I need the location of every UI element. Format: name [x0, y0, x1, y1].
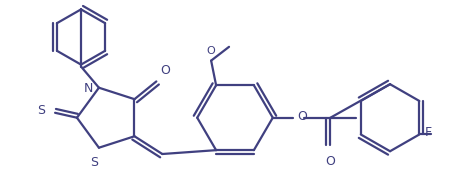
Text: N: N — [84, 82, 93, 95]
Text: O: O — [160, 64, 170, 77]
Text: S: S — [37, 104, 45, 117]
Text: O: O — [297, 110, 307, 123]
Text: F: F — [425, 126, 432, 139]
Text: O: O — [325, 155, 335, 168]
Text: O: O — [207, 46, 215, 56]
Text: S: S — [90, 156, 98, 169]
